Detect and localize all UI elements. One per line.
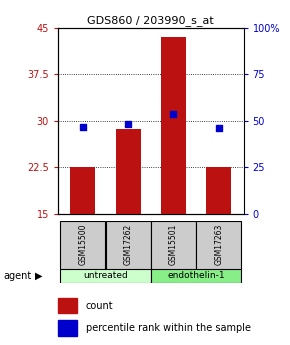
Point: [216, 126, 221, 131]
Bar: [58, 298, 77, 313]
Text: GSM15501: GSM15501: [169, 223, 178, 265]
Bar: [161, 37, 186, 214]
Title: GDS860 / 203990_s_at: GDS860 / 203990_s_at: [87, 16, 214, 26]
Bar: [61, 269, 151, 283]
Bar: [196, 221, 241, 269]
Point: [126, 122, 130, 127]
Text: endothelin-1: endothelin-1: [167, 272, 225, 280]
Bar: [151, 221, 196, 269]
Text: agent: agent: [3, 271, 31, 281]
Point: [171, 111, 176, 117]
Bar: [151, 269, 241, 283]
Text: percentile rank within the sample: percentile rank within the sample: [86, 323, 251, 333]
Text: untreated: untreated: [83, 272, 128, 280]
Bar: [70, 167, 95, 214]
Text: GSM17262: GSM17262: [124, 223, 133, 265]
Bar: [58, 320, 77, 336]
Text: ▶: ▶: [35, 271, 43, 281]
Text: count: count: [86, 301, 113, 311]
Text: GSM17263: GSM17263: [214, 223, 223, 265]
Bar: [106, 221, 151, 269]
Bar: [206, 167, 231, 214]
Bar: [116, 129, 141, 214]
Point: [81, 124, 85, 130]
Text: GSM15500: GSM15500: [78, 223, 87, 265]
Bar: [61, 221, 105, 269]
